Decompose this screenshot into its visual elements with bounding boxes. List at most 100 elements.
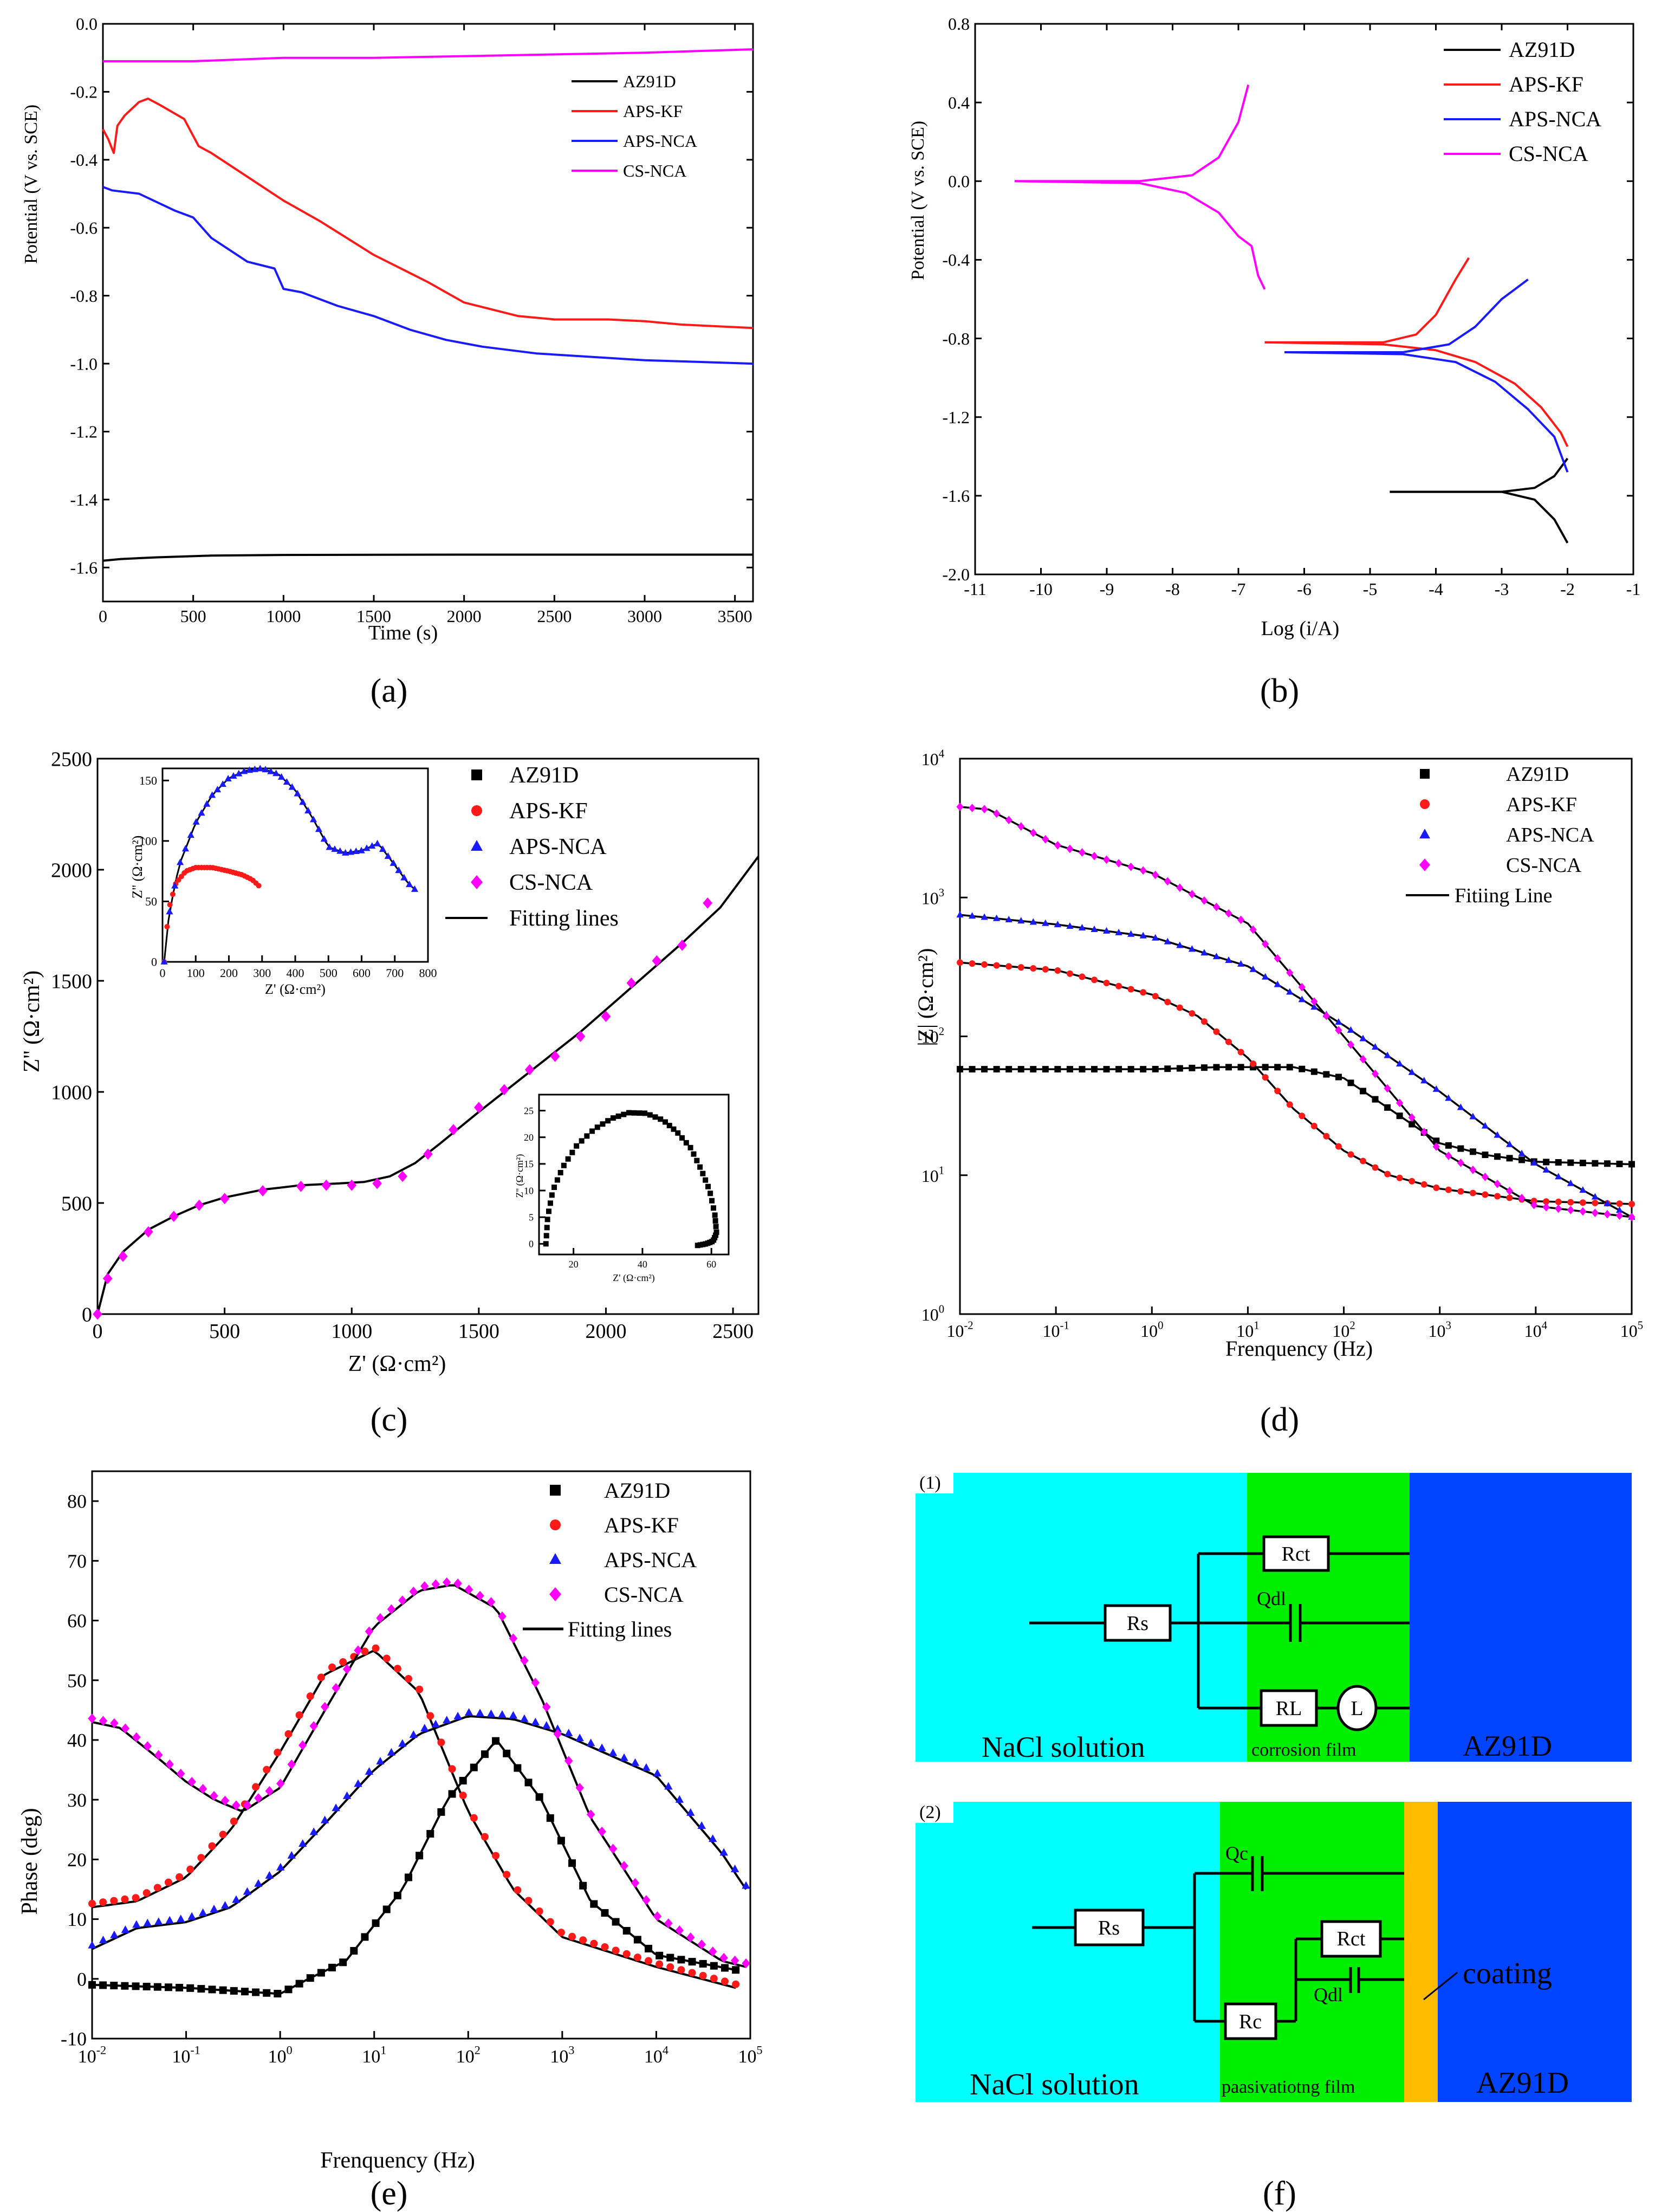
chart-d-point-aps-nca: [1310, 1003, 1318, 1010]
chart-a: Potential (V vs. SCE) Time (s) 0 500 1000 1…: [21, 14, 754, 644]
chart-c-point-cs-nca: [499, 1084, 509, 1096]
chart-c-ytick-label: 500: [61, 1192, 92, 1215]
chart-c-inset-bottom-point-az91d: [675, 1130, 681, 1136]
chart-e-point-aps-kf: [416, 1685, 424, 1693]
chart-d-point-aps-kf: [1262, 1074, 1269, 1081]
chart-c-legend-entry: APS-NCA: [509, 835, 607, 859]
chart-e-point-aps-kf: [230, 1818, 238, 1826]
chart-e-point-cs-nca: [265, 1786, 274, 1796]
chart-c-inset-top-point-aps-nca: [272, 769, 280, 777]
circuit-panel-2: [916, 1798, 1632, 2102]
chart-e-point-az91d: [721, 1964, 729, 1972]
chart-c-inset-top-point-aps-nca: [320, 835, 328, 842]
chart-d-point-aps-kf: [1054, 967, 1061, 974]
chart-d-point-az91d: [1274, 1064, 1281, 1071]
chart-e-point-aps-kf: [426, 1712, 434, 1720]
chart-e-point-aps-nca: [476, 1709, 484, 1717]
chart-d-xtick-label: 10-2: [946, 1320, 973, 1341]
chart-d-point-cs-nca: [1164, 877, 1171, 886]
chart-e-point-aps-nca: [376, 1757, 385, 1765]
chart-e-point-cs-nca: [342, 1664, 352, 1674]
chart-e-point-aps-nca: [298, 1839, 307, 1847]
chart-d-point-aps-nca: [981, 913, 988, 920]
chart-c-inset-bottom-point-az91d: [615, 1113, 621, 1119]
chart-e-point-cs-nca: [198, 1784, 207, 1794]
chart-e-point-cs-nca: [154, 1750, 163, 1760]
chart-d-point-aps-kf: [1189, 1010, 1196, 1017]
chart-c-point-cs-nca: [703, 897, 712, 909]
chart-e-fit-aps-kf: [92, 1650, 736, 1989]
az91d-region-1: [1410, 1473, 1632, 1762]
chart-c-inset-bottom-ytick-label: 10: [524, 1185, 534, 1196]
chart-d-point-aps-nca: [1102, 927, 1111, 934]
chart-a-ytick-label: -0.2: [70, 82, 98, 102]
chart-d-point-az91d: [1323, 1071, 1330, 1078]
chart-a-ytick-label: -0.8: [70, 286, 98, 306]
chart-e-point-aps-nca: [243, 1887, 252, 1895]
chart-e-point-cs-nca: [742, 1958, 750, 1969]
chart-c-point-cs-nca: [652, 955, 662, 967]
chart-e-point-cs-nca: [520, 1655, 529, 1666]
chart-a-legend-az91d: AZ91D: [623, 72, 676, 91]
chart-d-point-cs-nca: [1384, 1084, 1391, 1093]
chart-e-point-cs-nca: [730, 1955, 739, 1966]
chart-d-point-az91d: [1409, 1121, 1416, 1128]
chart-c-inset-bottom-point-az91d: [691, 1151, 697, 1157]
chart-e-point-aps-kf: [568, 1932, 576, 1941]
chart-d-point-aps-kf: [1628, 1200, 1635, 1207]
chart-e-point-aps-nca: [365, 1767, 374, 1775]
chart-e-point-aps-nca: [431, 1719, 440, 1728]
caption-c: (c): [371, 1401, 408, 1438]
chart-b-xtick-label: -3: [1495, 579, 1509, 599]
chart-d-point-az91d: [1347, 1079, 1354, 1086]
chart-a-legend-aps-nca: APS-NCA: [623, 131, 697, 151]
coating-label: coating: [1463, 1957, 1552, 1990]
chart-e-point-aps-nca: [453, 1711, 462, 1719]
chart-e-point-az91d: [306, 1974, 314, 1982]
chart-d-point-cs-nca: [981, 805, 988, 813]
chart-d-ytick-label: 102: [921, 1025, 944, 1046]
chart-d-point-az91d: [1213, 1064, 1220, 1071]
chart-c-inset-bottom-point-az91d: [543, 1233, 549, 1239]
chart-e-point-aps-nca: [88, 1941, 96, 1949]
chart-d-point-cs-nca: [1591, 1208, 1599, 1217]
chart-e-point-aps-nca: [121, 1925, 130, 1933]
chart-d-point-cs-nca: [1066, 844, 1074, 853]
chart-d-point-aps-kf: [957, 959, 963, 966]
chart-e-point-cs-nca: [719, 1952, 728, 1963]
chart-e-point-aps-kf: [186, 1865, 194, 1873]
chart-d-point-az91d: [1189, 1064, 1196, 1071]
chart-c-inset-bottom-point-az91d: [687, 1144, 693, 1150]
chart-e-point-aps-nca: [165, 1916, 174, 1924]
chart-e-point-aps-nca: [354, 1779, 362, 1787]
chart-d-point-aps-kf: [1103, 980, 1110, 987]
chart-e-point-aps-nca: [598, 1743, 606, 1751]
chart-d-point-aps-nca: [1542, 1166, 1550, 1173]
chart-e-point-aps-nca: [309, 1827, 318, 1835]
chart-e-point-aps-nca: [653, 1769, 662, 1777]
chart-d-point-cs-nca: [1322, 1011, 1330, 1020]
chart-d-point-az91d: [1372, 1096, 1379, 1103]
chart-c-legend-marker: [471, 875, 483, 889]
chart-d-point-az91d: [1005, 1066, 1013, 1073]
chart-d-point-aps-kf: [1335, 1143, 1342, 1150]
chart-a-ytick-label: -1.6: [70, 558, 98, 577]
chart-e-point-aps-kf: [361, 1647, 369, 1655]
chart-d: |Z| (Ω·cm²) Frenquency (Hz) 10-2 10-1 100 1…: [913, 748, 1643, 1361]
chart-e-point-aps-kf: [274, 1748, 282, 1756]
chart-e-point-cs-nca: [110, 1718, 119, 1729]
chart-e-point-aps-kf: [99, 1898, 107, 1906]
chart-c-inset-bottom-point-az91d: [662, 1119, 668, 1125]
chart-d-point-aps-nca: [1457, 1103, 1464, 1110]
chart-d-point-aps-nca: [1164, 937, 1171, 945]
chart-c-inset-top-xlabel: Z' (Ω·cm²): [265, 981, 326, 997]
chart-c-inset-bottom-ytick-label: 5: [529, 1212, 534, 1223]
chart-e-point-cs-nca: [132, 1732, 141, 1742]
chart-e-point-aps-nca: [531, 1717, 540, 1725]
chart-b-xtick-label: -6: [1297, 579, 1312, 599]
chart-c-inset-bottom-xtick-label: 40: [638, 1259, 647, 1270]
chart-c-inset-top-point-aps-nca: [251, 765, 258, 772]
chart-d-point-aps-nca: [1396, 1060, 1404, 1067]
chart-d-point-cs-nca: [1518, 1193, 1526, 1202]
chart-c-inset-top-point-aps-nca: [341, 849, 349, 856]
